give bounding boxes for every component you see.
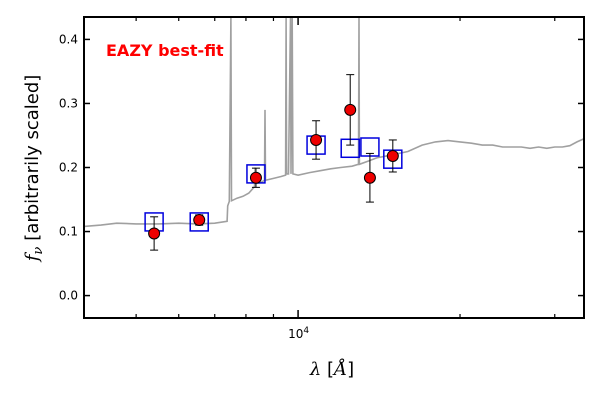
y-tick-label: 0.4: [59, 32, 78, 46]
y-tick-label: 0.3: [59, 96, 78, 110]
observed-marker: [363, 171, 376, 184]
observed-point: [344, 74, 357, 146]
x-tick-label: 104: [288, 326, 309, 341]
model-flux-square: [189, 212, 209, 232]
plot-frame: [83, 16, 585, 319]
y-axis-label: fν[arbitrarily scaled]: [22, 75, 46, 264]
observed-marker: [344, 103, 357, 116]
eazy-annotation: EAZY best-fit: [106, 41, 224, 60]
observed-point: [386, 139, 399, 173]
observed-marker: [193, 214, 206, 227]
observed-marker: [249, 171, 262, 184]
y-tick-label: 0.2: [59, 161, 78, 175]
axis-ticks: 0.0 0.1 0.2 0.3 0.4 104: [59, 17, 584, 341]
observed-marker: [386, 149, 399, 162]
x-axis-label: λ [Å]: [309, 358, 354, 380]
observed-point: [363, 152, 376, 203]
model-spectrum-line: [84, 17, 584, 228]
observed-marker: [310, 133, 323, 146]
observed-point: [249, 167, 262, 188]
model-spectrum-layer: [84, 17, 584, 228]
y-tick-label: 0.0: [59, 289, 78, 303]
observed-point: [193, 214, 206, 227]
data-marks-layer: [144, 74, 403, 251]
observed-point: [310, 120, 323, 160]
observed-marker: [148, 227, 161, 240]
observed-point: [148, 216, 161, 251]
y-tick-label: 0.1: [59, 225, 78, 239]
